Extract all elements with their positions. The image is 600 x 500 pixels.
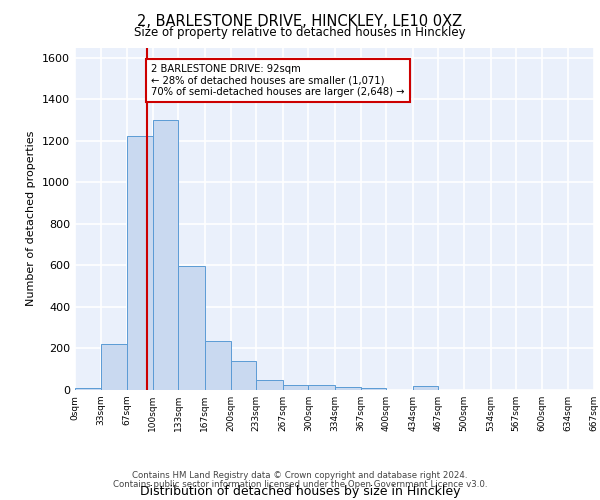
Bar [361, 388, 386, 390]
Text: Distribution of detached houses by size in Hinckley: Distribution of detached houses by size … [140, 484, 460, 498]
Bar [283, 385, 308, 390]
Text: Contains HM Land Registry data © Crown copyright and database right 2024.: Contains HM Land Registry data © Crown c… [132, 471, 468, 480]
Bar [205, 341, 230, 390]
Bar [178, 266, 205, 390]
Bar [75, 388, 101, 390]
Text: 2, BARLESTONE DRIVE, HINCKLEY, LE10 0XZ: 2, BARLESTONE DRIVE, HINCKLEY, LE10 0XZ [137, 14, 463, 29]
Bar [230, 361, 256, 390]
Bar [127, 136, 153, 390]
Bar [153, 120, 178, 390]
Bar [308, 385, 335, 390]
Bar [256, 380, 283, 390]
Text: 2 BARLESTONE DRIVE: 92sqm
← 28% of detached houses are smaller (1,071)
70% of se: 2 BARLESTONE DRIVE: 92sqm ← 28% of detac… [151, 64, 405, 98]
Y-axis label: Number of detached properties: Number of detached properties [26, 131, 37, 306]
Text: Contains public sector information licensed under the Open Government Licence v3: Contains public sector information licen… [113, 480, 487, 489]
Bar [413, 386, 439, 390]
Text: Size of property relative to detached houses in Hinckley: Size of property relative to detached ho… [134, 26, 466, 39]
Bar [335, 387, 361, 390]
Bar [101, 344, 127, 390]
